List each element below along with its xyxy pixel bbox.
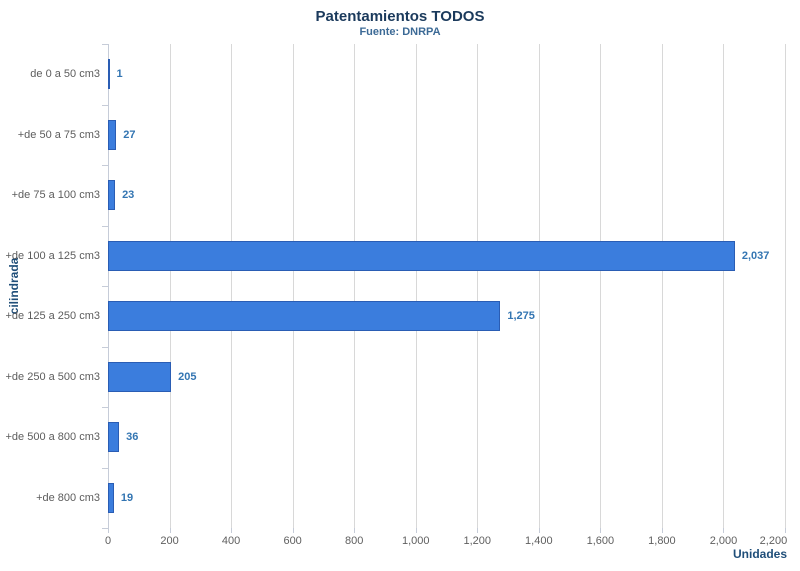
bar-value-label: 1,275 (507, 310, 535, 323)
x-axis-tick-label: 2,000 (709, 535, 738, 547)
x-axis-tick (415, 528, 417, 533)
x-axis-tick (108, 528, 109, 533)
x-axis-tick-label: 1,600 (586, 535, 615, 547)
plot-area: 1 27 23 2,037 1,275 205 36 19 (108, 44, 786, 528)
y-axis-tick (102, 407, 108, 408)
x-axis-tick-label: 1,400 (525, 535, 553, 547)
x-axis-tick (169, 528, 171, 533)
x-axis-tick (292, 528, 294, 533)
category-label: +de 500 a 800 cm3 (5, 431, 101, 444)
y-axis-tick (102, 225, 108, 227)
x-axis-tick-label: 1,800 (648, 535, 676, 547)
bar-+de-125-a-250-cm3[interactable] (108, 301, 501, 332)
bar-value-label: 23 (122, 189, 135, 202)
gridline (169, 44, 171, 528)
x-axis-tick (600, 528, 602, 533)
bar-+de-75-a-100-cm3[interactable] (108, 180, 116, 211)
bar-+de-500-a-800-cm3[interactable] (108, 422, 120, 453)
gridline (723, 44, 725, 528)
gridline (477, 44, 479, 528)
x-axis-tick (785, 528, 786, 533)
x-axis-tick-label: 0 (104, 535, 112, 547)
x-axis-tick (477, 528, 479, 533)
x-axis-title: Unidades (732, 547, 787, 561)
x-axis-tick (538, 528, 540, 533)
y-axis-title: cilindrada (7, 257, 21, 315)
chart-title: Patentamientos TODOS (315, 8, 485, 25)
y-axis-tick (102, 44, 108, 45)
y-axis-tick (102, 104, 108, 106)
gridline (785, 44, 786, 528)
bar-+de-800-cm3[interactable] (108, 482, 114, 513)
category-label: +de 800 cm3 (36, 491, 100, 504)
x-axis-tick (661, 528, 663, 533)
bar-value-label: 27 (123, 128, 136, 141)
y-axis-tick (102, 346, 108, 348)
chart-subtitle: Fuente: DNRPA (359, 26, 441, 38)
x-axis-tick-label: 800 (344, 535, 364, 547)
bar-+de-250-a-500-cm3[interactable] (108, 361, 172, 392)
bar-de-0-a-50-cm3[interactable] (108, 59, 110, 90)
y-axis-tick (102, 528, 108, 529)
x-axis-tick-label: 1,000 (401, 535, 430, 547)
gridline (231, 44, 233, 528)
y-axis-tick (102, 165, 108, 166)
x-axis-tick (231, 528, 233, 533)
x-axis-tick-label: 1,200 (463, 535, 492, 547)
x-axis-tick (354, 528, 356, 533)
bar-value-label: 205 (178, 370, 197, 383)
x-axis-tick-label: 600 (283, 535, 302, 547)
category-label: de 0 a 50 cm3 (30, 68, 100, 81)
gridline (538, 44, 540, 528)
category-label: +de 75 a 100 cm3 (11, 189, 100, 202)
bar-value-label: 2,037 (741, 249, 770, 262)
bar-value-label: 19 (120, 491, 134, 504)
category-label: +de 250 a 500 cm3 (5, 370, 101, 383)
bar-+de-100-a-125-cm3[interactable] (108, 240, 735, 271)
bar-value-label: 1 (116, 68, 123, 81)
y-axis-tick (102, 467, 108, 469)
bar-+de-50-a-75-cm3[interactable] (108, 119, 117, 150)
category-label: +de 100 a 125 cm3 (5, 249, 101, 262)
category-label: +de 125 a 250 cm3 (5, 310, 101, 323)
gridline (415, 44, 417, 528)
x-axis-tick-label: 400 (221, 535, 241, 547)
gridline (600, 44, 602, 528)
gridline (661, 44, 663, 528)
x-axis-tick-label: 200 (160, 535, 179, 547)
y-axis-line (108, 44, 109, 528)
gridline (292, 44, 294, 528)
x-axis-tick-label: 2,200 (759, 535, 788, 547)
gridline (354, 44, 356, 528)
bar-value-label: 36 (126, 431, 139, 444)
y-axis-tick (102, 286, 108, 287)
category-label: +de 50 a 75 cm3 (17, 128, 100, 141)
x-axis-tick (723, 528, 725, 533)
